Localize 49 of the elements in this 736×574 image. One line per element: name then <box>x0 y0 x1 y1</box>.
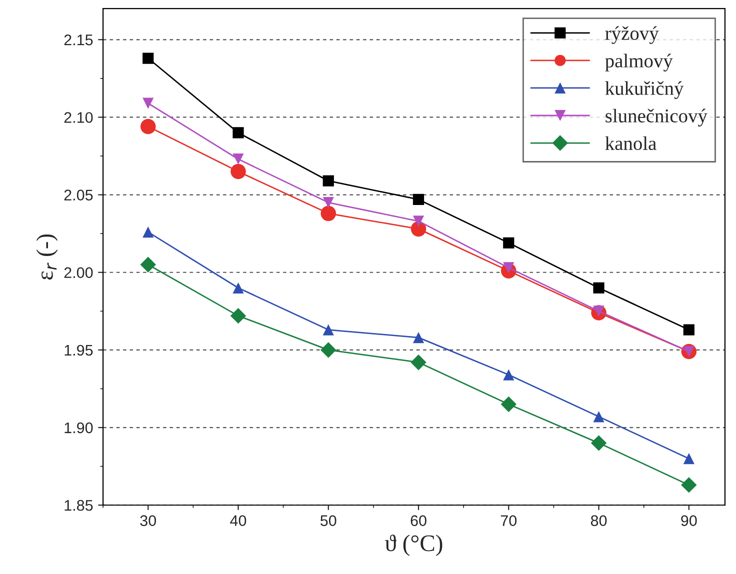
legend-label: kanola <box>605 136 656 150</box>
point <box>322 324 334 336</box>
x-tick-label: 40 <box>230 515 246 526</box>
point <box>500 396 516 412</box>
point <box>410 354 426 370</box>
point <box>593 411 604 422</box>
point <box>232 127 244 138</box>
x-tick-label: 30 <box>140 515 156 526</box>
x-tick-label: 90 <box>681 515 697 526</box>
y-axis-title: ε$_{r}$ (-) <box>36 234 58 280</box>
point <box>140 256 156 272</box>
point <box>593 282 604 294</box>
point <box>320 342 336 358</box>
point <box>412 194 424 206</box>
point <box>140 118 156 134</box>
legend-label: rýžový <box>605 26 659 44</box>
point <box>320 206 336 222</box>
point <box>683 453 694 464</box>
point <box>590 435 607 451</box>
y-tick-label: 2.05 <box>64 190 93 200</box>
point <box>232 282 244 294</box>
point <box>683 324 694 336</box>
point <box>230 308 246 324</box>
point <box>322 197 334 208</box>
point <box>142 98 154 109</box>
point <box>142 226 154 238</box>
point <box>681 477 697 493</box>
x-tick-label: 70 <box>500 515 517 526</box>
point <box>412 332 424 344</box>
y-tick-label: 1.90 <box>64 422 93 434</box>
point <box>503 369 514 380</box>
point <box>230 164 246 180</box>
y-tick-label: 2.15 <box>64 34 93 46</box>
point <box>322 175 334 186</box>
y-tick-label: 2.10 <box>64 112 93 123</box>
x-tick-label: 60 <box>410 515 426 526</box>
point <box>232 154 244 165</box>
point <box>503 237 514 248</box>
x-axis-title: ϑ (°C) <box>385 534 442 556</box>
point <box>412 216 424 227</box>
x-tick-label: 50 <box>320 515 336 526</box>
legend-label: kukuřičný <box>605 81 684 99</box>
legend-label: slunečnicový <box>606 108 708 127</box>
y-tick-label: 1.85 <box>64 500 93 511</box>
y-tick-label: 1.95 <box>64 344 93 356</box>
legend-label: palmový <box>605 54 673 72</box>
point <box>142 52 154 64</box>
x-tick-label: 80 <box>590 515 607 526</box>
y-tick-label: 2.00 <box>64 267 93 278</box>
